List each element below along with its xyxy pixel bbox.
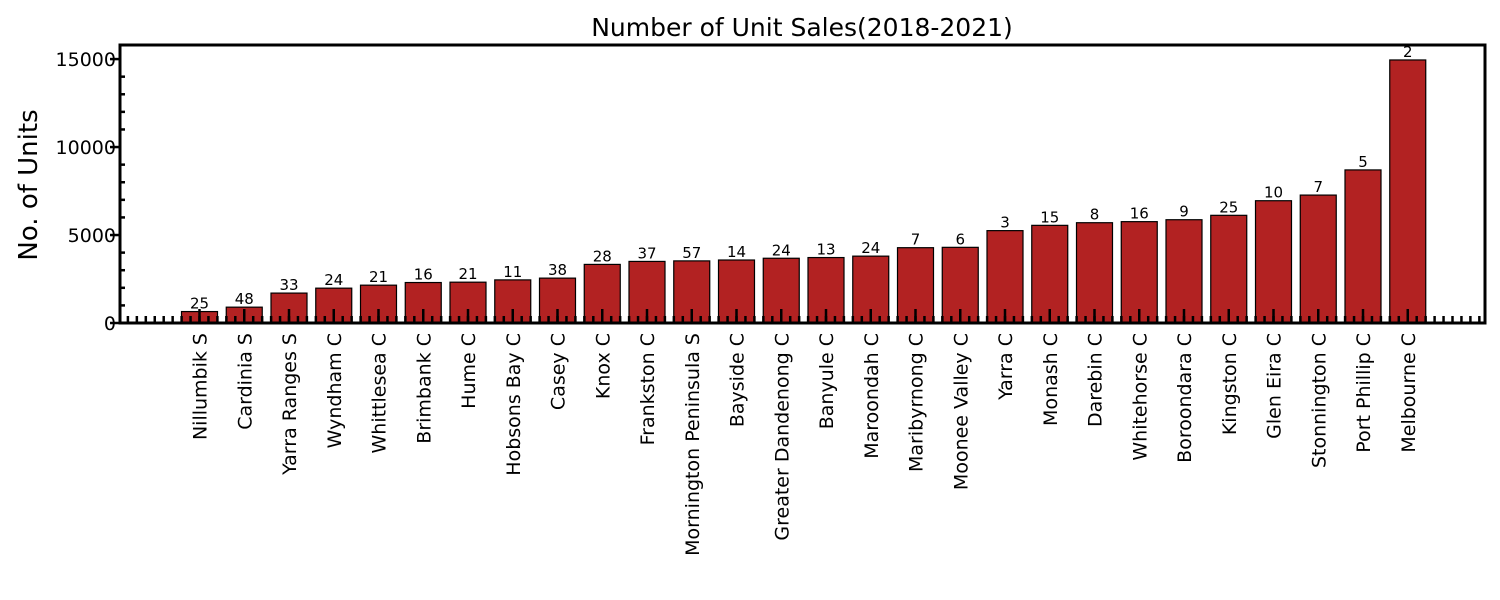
bar — [1031, 224, 1069, 324]
x-tick-label: Yarra Ranges S — [279, 333, 301, 476]
y-tick-label: 5000 — [68, 225, 116, 247]
x-tick-label: Whittlesea C — [369, 333, 391, 454]
bar-value-label: 16 — [1130, 205, 1149, 223]
x-tick-label: Hobsons Bay C — [503, 333, 525, 476]
x-tick-label: Boroondara C — [1174, 333, 1196, 463]
bar-value-label: 11 — [503, 263, 522, 281]
bar-value-label: 14 — [727, 243, 746, 261]
bar-value-label: 28 — [593, 247, 612, 265]
bar-value-label: 16 — [414, 266, 433, 284]
bar-value-label: 9 — [1179, 203, 1189, 221]
x-tick-label: Yarra C — [995, 333, 1017, 401]
x-tick-label: Whitehorse C — [1129, 333, 1151, 461]
x-tick-label: Stonnington C — [1308, 333, 1330, 468]
bar-value-label: 2 — [1403, 43, 1413, 61]
x-tick-label: Maroondah C — [861, 333, 883, 459]
x-tick-label: Banyule C — [816, 333, 838, 429]
bar-value-label: 8 — [1090, 206, 1100, 224]
x-tick-label: Greater Dandenong C — [771, 333, 793, 541]
bar — [1254, 200, 1293, 324]
bar-value-label: 24 — [324, 271, 343, 289]
bar-value-label: 38 — [548, 261, 567, 279]
bar-value-label: 33 — [279, 276, 298, 294]
chart-title: Number of Unit Sales(2018-2021) — [591, 13, 1013, 42]
bar-value-label: 3 — [1000, 214, 1010, 232]
x-tick-label: Frankston C — [637, 333, 659, 445]
bar-value-label: 7 — [911, 231, 921, 249]
x-tick-label: Nillumbik S — [190, 333, 212, 440]
x-tick-label: Kingston C — [1219, 333, 1241, 435]
bar-value-label: 37 — [637, 244, 656, 262]
y-tick-label: 0 — [104, 313, 116, 335]
bar-value-label: 10 — [1264, 184, 1283, 202]
x-tick-label: Bayside C — [727, 333, 749, 427]
bar-value-label: 48 — [235, 290, 254, 308]
x-tick-label: Monash C — [1040, 333, 1062, 426]
bar-value-label: 24 — [861, 239, 880, 257]
bar — [1165, 219, 1203, 324]
x-tick-label: Brimbank C — [413, 333, 435, 444]
x-tick-label: Moonee Valley C — [950, 333, 972, 490]
y-axis-label: No. of Units — [14, 109, 44, 260]
x-tick-label: Port Phillip C — [1353, 333, 1375, 453]
bar-value-label: 57 — [682, 244, 701, 262]
x-tick-labels-group: Nillumbik S Cardinia S Yarra Ranges S Wyndh… — [190, 333, 1420, 556]
x-tick-label: Hume C — [458, 333, 480, 409]
bar-value-label: 21 — [369, 268, 388, 286]
bar-value-label: 13 — [816, 241, 835, 259]
y-tick-label: 10000 — [56, 137, 116, 159]
bar-value-label: 7 — [1313, 178, 1323, 196]
x-tick-label: Cardinia S — [234, 333, 256, 430]
x-tick-label: Casey C — [548, 333, 570, 410]
plot-frame — [118, 43, 1487, 325]
x-tick-label: Mornington Peninsula S — [682, 333, 704, 556]
bar-value-label: 5 — [1358, 153, 1368, 171]
bar — [1299, 194, 1337, 324]
x-tick-label: Glen Eira C — [1264, 333, 1286, 439]
bar — [1120, 221, 1158, 324]
bar-value-label: 15 — [1040, 208, 1059, 226]
x-tick-label: Wyndham C — [324, 333, 346, 448]
x-tick-label: Melbourne C — [1398, 333, 1420, 453]
y-tick-label: 15000 — [56, 49, 116, 71]
x-tick-label: Darebin C — [1085, 333, 1107, 427]
bar — [1389, 59, 1427, 324]
bar — [1210, 214, 1248, 324]
bar — [1075, 222, 1114, 324]
bar-value-label: 24 — [772, 241, 791, 259]
bar-value-label: 25 — [1219, 198, 1238, 216]
bars-group — [180, 59, 1427, 324]
x-tick-label: Knox C — [592, 333, 614, 399]
bar-value-label: 25 — [190, 295, 209, 313]
bar — [1344, 169, 1382, 324]
bar-value-label: 21 — [458, 265, 477, 283]
x-tick-label: Maribyrnong C — [906, 333, 928, 472]
bar-value-label: 6 — [955, 230, 965, 248]
y-tick-labels-group: 0 5000 10000 15000 — [56, 49, 116, 335]
bar — [986, 230, 1024, 324]
